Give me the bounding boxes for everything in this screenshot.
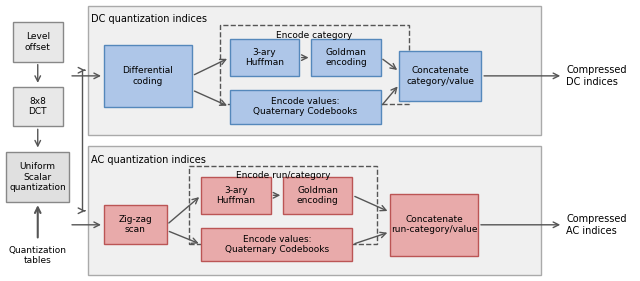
FancyBboxPatch shape bbox=[6, 152, 69, 202]
Text: Concatenate
run-category/value: Concatenate run-category/value bbox=[391, 215, 477, 235]
FancyBboxPatch shape bbox=[13, 22, 63, 62]
Text: Encode values:
Quaternary Codebooks: Encode values: Quaternary Codebooks bbox=[225, 235, 329, 254]
Text: Compressed
DC indices: Compressed DC indices bbox=[566, 65, 627, 87]
FancyBboxPatch shape bbox=[312, 39, 381, 76]
FancyBboxPatch shape bbox=[13, 87, 63, 126]
Text: Concatenate
category/value: Concatenate category/value bbox=[406, 66, 474, 86]
Text: Encode run/category: Encode run/category bbox=[236, 171, 330, 180]
FancyBboxPatch shape bbox=[88, 6, 541, 135]
FancyBboxPatch shape bbox=[104, 205, 166, 244]
Text: Encode category: Encode category bbox=[276, 31, 353, 40]
Text: Level
offset: Level offset bbox=[25, 32, 51, 52]
Text: 8x8
DCT: 8x8 DCT bbox=[29, 97, 47, 117]
Text: 3-ary
Huffman: 3-ary Huffman bbox=[216, 185, 255, 205]
FancyBboxPatch shape bbox=[202, 228, 352, 261]
Text: Goldman
encoding: Goldman encoding bbox=[325, 48, 367, 67]
Text: DC quantization indices: DC quantization indices bbox=[92, 14, 207, 24]
FancyBboxPatch shape bbox=[104, 45, 192, 107]
FancyBboxPatch shape bbox=[230, 39, 299, 76]
Text: Goldman
encoding: Goldman encoding bbox=[297, 185, 339, 205]
FancyBboxPatch shape bbox=[399, 51, 481, 101]
Text: Zig-zag
scan: Zig-zag scan bbox=[118, 215, 152, 235]
Text: AC quantization indices: AC quantization indices bbox=[92, 155, 206, 165]
FancyBboxPatch shape bbox=[283, 177, 352, 214]
Text: Compressed
AC indices: Compressed AC indices bbox=[566, 214, 627, 235]
Text: 3-ary
Huffman: 3-ary Huffman bbox=[244, 48, 284, 67]
FancyBboxPatch shape bbox=[88, 146, 541, 275]
FancyBboxPatch shape bbox=[390, 194, 478, 256]
FancyBboxPatch shape bbox=[230, 90, 381, 124]
Text: Uniform
Scalar
quantization: Uniform Scalar quantization bbox=[10, 162, 66, 192]
Text: Quantization
tables: Quantization tables bbox=[9, 246, 67, 266]
FancyBboxPatch shape bbox=[202, 177, 271, 214]
Text: Encode values:
Quaternary Codebooks: Encode values: Quaternary Codebooks bbox=[253, 97, 357, 117]
Text: Differential
coding: Differential coding bbox=[122, 66, 173, 86]
